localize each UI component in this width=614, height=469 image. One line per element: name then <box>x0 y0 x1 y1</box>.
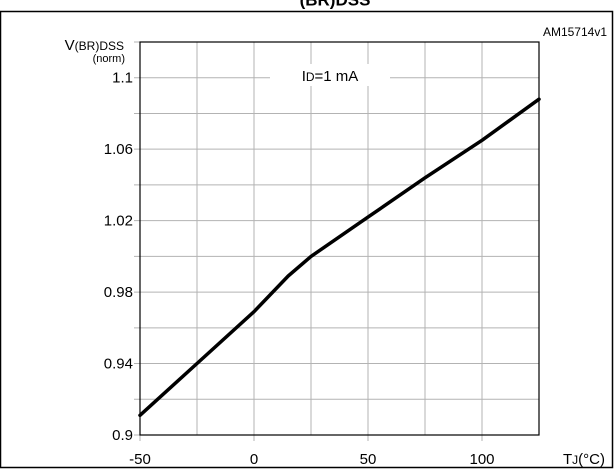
grid <box>134 41 540 441</box>
annotation-background <box>270 64 390 86</box>
x-tick-label: 50 <box>360 451 377 468</box>
y-tick-label: 1.1 <box>112 70 133 87</box>
y-tick-label: 0.9 <box>112 427 133 444</box>
plot-border <box>139 41 540 436</box>
top-caption: (BR)DSS <box>300 0 371 9</box>
y-tick-label: 0.98 <box>104 284 133 301</box>
series-line <box>138 97 541 418</box>
x-axis-label: TJ(°C) <box>563 451 605 468</box>
top-caption-fragment: (BR)DSS <box>300 0 371 9</box>
y-axis-label-sub: (norm) <box>93 53 125 65</box>
x-tick-label: 100 <box>469 451 494 468</box>
y-axis-label: V(BR)DSS (norm) <box>65 37 125 65</box>
x-tick-label: -50 <box>129 451 151 468</box>
y-axis-label-main: V(BR)DSS <box>65 37 124 54</box>
x-tick-label: 0 <box>250 451 258 468</box>
annotation-id: ID=1 mA <box>270 64 390 86</box>
figure-frame <box>0 10 614 469</box>
y-tick-label: 1.02 <box>104 213 133 230</box>
y-tick-label: 0.94 <box>104 356 133 373</box>
annotation-text: ID=1 mA <box>302 68 359 85</box>
y-tick-label: 1.06 <box>104 141 133 158</box>
y-tick-labels: 0.9 0.94 0.98 1.02 1.06 1.1 <box>104 70 133 444</box>
figure-code: AM15714v1 <box>543 25 607 39</box>
x-tick-labels: -50 0 50 100 <box>129 451 494 468</box>
